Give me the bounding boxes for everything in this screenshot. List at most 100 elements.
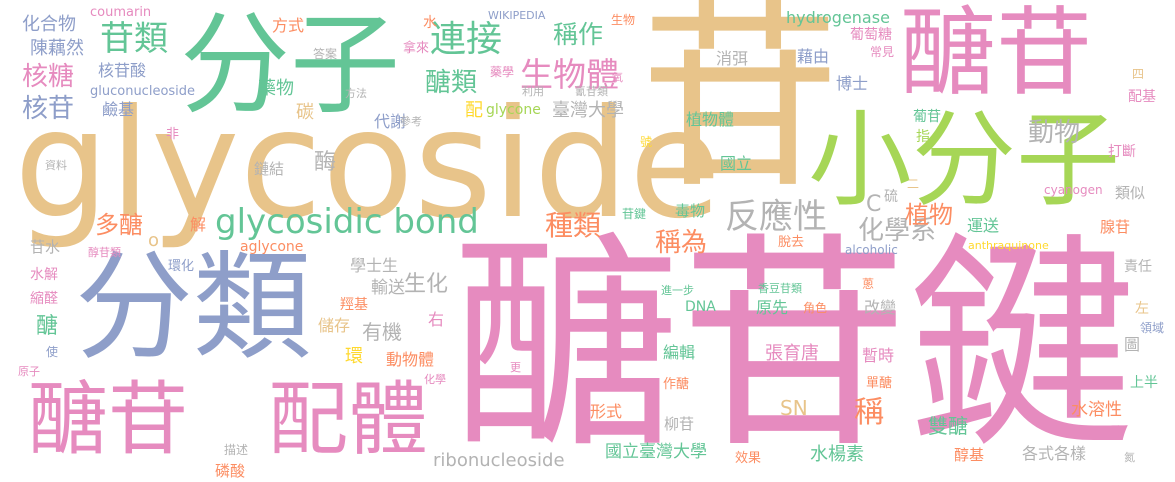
word-ziliao: 資料 [45, 159, 67, 172]
word-jianjie: 鏈結 [254, 160, 285, 178]
word-gaibian: 改變 [864, 298, 897, 317]
word-zanshi: 暫時 [862, 346, 895, 365]
word-dna: DNA [685, 299, 716, 315]
word-huahewu: 化合物 [22, 14, 76, 35]
word-xingshi: 形式 [590, 402, 623, 421]
word-anthraquinone: anthraquinone [968, 239, 1049, 252]
word-dongwu: 動物 [1028, 118, 1081, 148]
word-ganlei: 苷類 [100, 19, 168, 59]
word-dot: o [148, 230, 160, 251]
word-geng: 更 [510, 361, 521, 374]
word-ganjian: 苷鍵 [622, 207, 647, 221]
word-si: 四 [1132, 67, 1145, 81]
word-shi: 使 [46, 345, 59, 359]
word-qi: 氧 [612, 71, 623, 84]
word-cankao: 參考 [400, 115, 422, 128]
word-xueshisheng: 學士生 [350, 256, 399, 275]
word-gan: 苷 [640, 0, 841, 216]
word-shui: 水 [423, 15, 437, 31]
word-fei: 非 [166, 127, 180, 142]
word-daan: 答案 [313, 47, 338, 61]
word-jieyou: 藉由 [797, 47, 830, 66]
word-dan: 氮 [1124, 451, 1135, 464]
word-fenlei: 分類 [75, 238, 312, 376]
word-fangfa: 方法 [345, 87, 367, 100]
word-juese: 角色 [803, 301, 828, 315]
word-zhang: 張育唐 [765, 343, 819, 364]
word-suoquan: 縮醛 [30, 291, 58, 307]
word-yuanzi: 原子 [18, 365, 40, 378]
word-qiangji: 羥基 [340, 297, 368, 313]
word-hetang: 核糖 [22, 62, 75, 92]
word-SN: SN [780, 396, 808, 420]
word-wikipedia: WIKIPEDIA [488, 9, 546, 22]
word-coumarin: coumarin [90, 5, 152, 20]
word-peiti: 配體 [268, 373, 428, 466]
word-you: 右 [428, 310, 445, 329]
word-shuangtang: 雙醣 [928, 414, 968, 438]
word-yaowu: 藥物 [258, 78, 294, 99]
word-xiangdou: 香豆苷類 [758, 282, 802, 295]
word-xiaofenzi: 小分子 [808, 99, 1121, 221]
word-tanggan-bottom: 醣苷 [28, 373, 188, 466]
word-lingyu: 領域 [1140, 321, 1165, 335]
word-nalai: 拿來 [403, 41, 430, 56]
word-cyanogen: cyanogen [1044, 183, 1103, 197]
word-chengwei: 稱為 [655, 228, 708, 258]
word-chungan: 醇苷類 [88, 246, 121, 259]
word-tang2: 醣 [36, 314, 59, 339]
word-fenzi: 分子 [180, 1, 400, 129]
word-bianji: 編輯 [663, 343, 696, 362]
word-huan: 環 [345, 346, 363, 367]
word-zhonglei: 種類 [545, 209, 602, 242]
word-shangban: 上半 [1130, 375, 1158, 391]
word-shuiyang: 水楊素 [810, 444, 864, 465]
word-glycosidic-bond: glycosidic bond [215, 202, 479, 242]
word-miaoshu: 描述 [224, 443, 249, 457]
word-huaxue: 化學 [424, 373, 446, 386]
word-guoli-taida: 國立臺灣大學 [605, 442, 707, 462]
word-liyong: 利用 [522, 85, 544, 98]
word-heganshuan: 核苷酸 [98, 61, 147, 80]
word-changjian: 常見 [870, 45, 895, 59]
word-zhiwu: 植物 [905, 201, 953, 229]
word-tuoqu: 脫去 [778, 235, 805, 250]
word-zhi: 指 [916, 129, 930, 145]
word-cheng: 稱 [854, 395, 884, 430]
word-zuo: 左 [1135, 301, 1149, 317]
word-fanyingxing: 反應性 [725, 197, 827, 237]
word-ganshui: 苷水 [30, 238, 61, 256]
word-peiji2: 配基 [1128, 89, 1156, 105]
word-youji: 有機 [362, 320, 402, 344]
word-linsuan: 磷酸 [215, 462, 246, 480]
word-gluconucleoside: gluconucleoside [90, 84, 196, 99]
word-guoli: 國立 [720, 154, 753, 173]
word-putaogan: 葡苷 [913, 109, 941, 125]
word-shengwu: 生物 [611, 13, 636, 27]
word-dantang: 單醣 [866, 376, 893, 391]
word-zeren: 責任 [1124, 259, 1152, 275]
word-zuotang: 作醣 [663, 377, 690, 392]
word-alcoholic: alcoholic [845, 243, 898, 257]
word-tanggan-top: 醣苷 [900, 0, 1092, 109]
word-hegan: 核苷 [22, 94, 75, 124]
word-huanhua: 環化 [168, 259, 195, 274]
word-yunsong: 運送 [967, 216, 1000, 235]
word-zhiwuti: 植物體 [686, 110, 735, 129]
word-shengwuti: 生物體 [520, 55, 619, 94]
word-ribonucleoside: ribonucleoside [433, 450, 565, 471]
word-dazhuan: 打斷 [1108, 144, 1136, 160]
word-hao: 號 [640, 135, 653, 149]
word-glycoside: glycoside [14, 78, 722, 252]
word-hydrogenase: hydrogenase [786, 8, 890, 27]
word-tu: 圖 [1124, 335, 1141, 354]
word-liugan: 柳苷 [664, 415, 695, 433]
word-C: C [866, 192, 882, 217]
word-er: 二 [907, 177, 920, 191]
word-aglycone: aglycone [240, 239, 304, 255]
word-chengzuo: 稱作 [553, 20, 604, 49]
word-taiwan-univ: 臺灣大學 [552, 100, 624, 121]
word-shenghua: 生化 [404, 272, 449, 297]
word-mei: 酶 [314, 150, 337, 175]
word-tanglei: 醣類 [425, 68, 478, 98]
